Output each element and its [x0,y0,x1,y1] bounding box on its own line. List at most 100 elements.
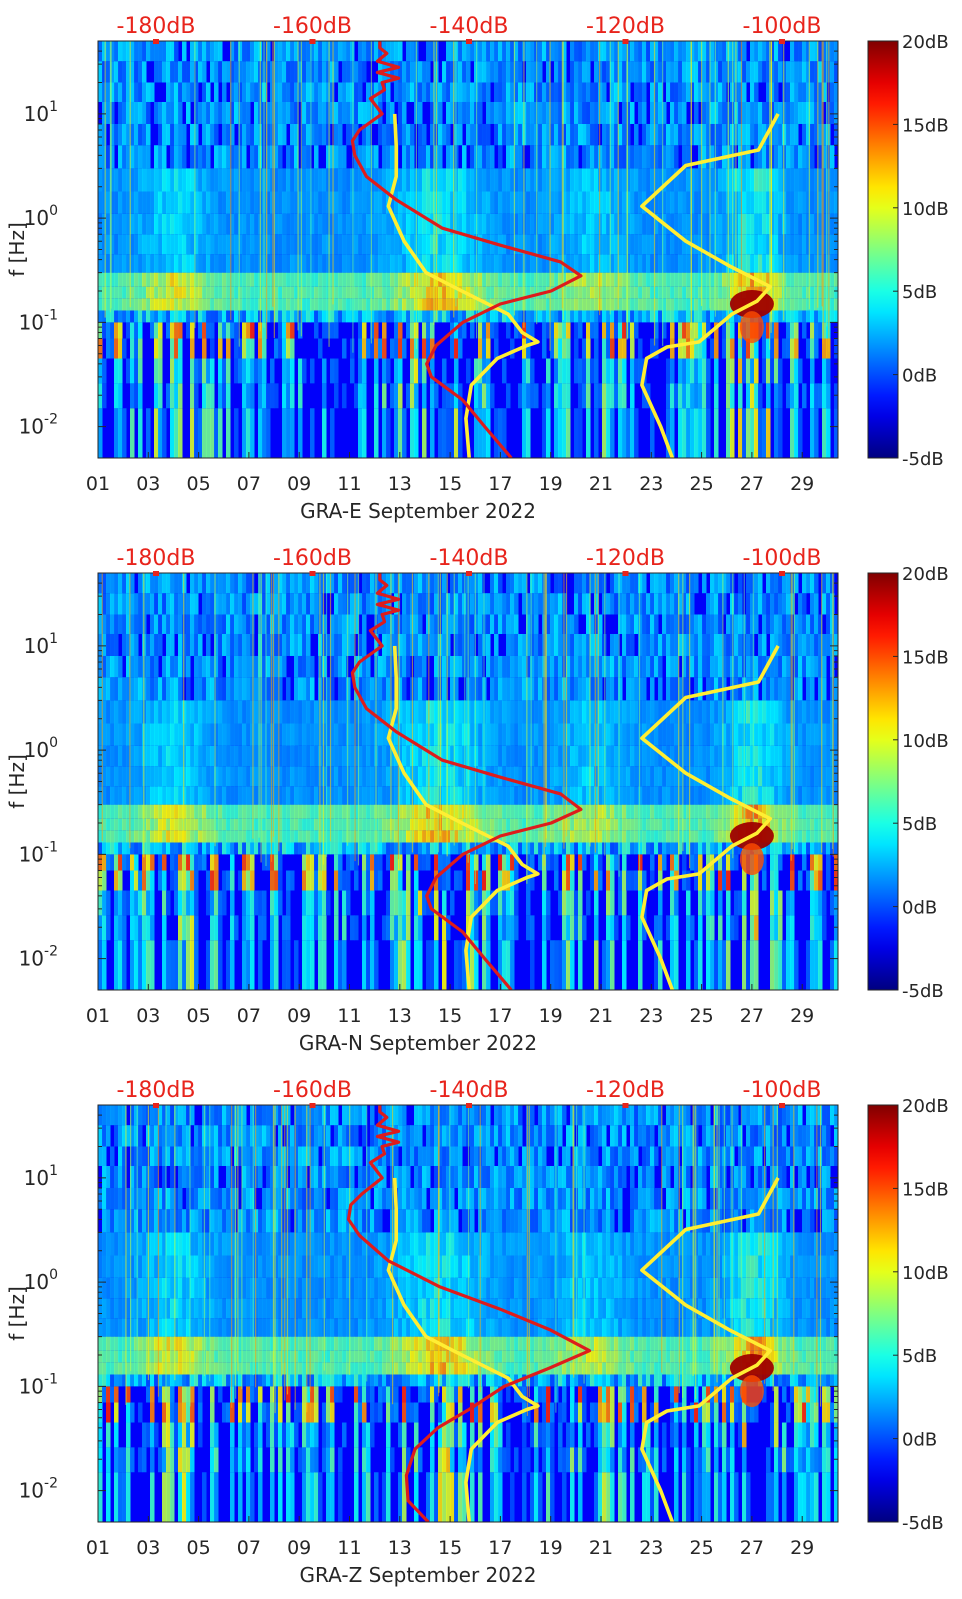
x-tick-label: 11 [337,1537,361,1559]
x-tick-label: 13 [388,1005,412,1027]
colorbar: 20dB 15dB 10dB 5dB 0dB -5dB [867,32,949,470]
x-tick-label: 05 [187,1005,211,1027]
x-tick-label: 23 [639,1005,663,1027]
colorbar-tick-label: 0dB [902,1430,937,1451]
top-db-tick-label: -140dB [430,14,509,39]
x-tick-label: 01 [86,1537,110,1559]
noise-model-low-curve [386,645,540,990]
colorbar-tick-label: 0dB [902,898,937,919]
top-db-tick-label: -120dB [586,546,665,571]
x-tick-label: 01 [86,473,110,495]
x-tick-label: 17 [488,1537,512,1559]
colorbar-tick-label: 15dB [902,1179,949,1200]
colorbar-tick-label: 0dB [902,366,937,387]
x-tick-label: 25 [690,1537,714,1559]
x-tick-label: 17 [488,1005,512,1027]
x-tick-label: 19 [539,1005,563,1027]
colorbar-tick-label: 15dB [902,115,949,136]
spectrogram-panel-gra-n: 01 03 05 07 09 11 13 15 17 19 21 23 25 27 29 GRA-N Sept… [5,546,949,1055]
x-tick-label: 25 [690,1005,714,1027]
colorbar-tick-label: -5dB [902,981,944,1002]
x-tick-label: 13 [388,1537,412,1559]
top-db-tick-label: -100dB [743,1078,822,1103]
x-tick-label: 23 [639,1537,663,1559]
station-median-curve [350,41,583,458]
x-tick-label: 19 [539,1537,563,1559]
top-db-tick-label: -100dB [743,546,822,571]
top-db-tick-label: -120dB [586,14,665,39]
top-db-tick-label: -140dB [430,1078,509,1103]
top-db-tick-label: -180dB [117,1078,196,1103]
top-db-tick-label: -160dB [273,14,352,39]
x-tick-label: 07 [237,1537,261,1559]
y-axis-label: f [Hz] [5,754,29,809]
x-tick-label: 01 [86,1005,110,1027]
spectrogram-panel-gra-z: 01 03 05 07 09 11 13 15 17 19 21 23 25 27 29 GRA-Z Sept… [5,1078,949,1587]
spectrogram-panel-gra-e: 01 03 05 07 09 11 13 15 17 19 21 23 25 27 29 GRA-E Sept… [5,14,949,523]
spectrogram-heatmap [98,1105,838,1522]
station-median-curve [350,573,583,990]
y-tick-label: 10-2 [19,944,58,971]
x-tick-label: 09 [287,473,311,495]
x-axis-label: GRA-Z September 2022 [300,1563,537,1587]
noise-model-high-curve [640,645,780,990]
colorbar-tick-label: 10dB [902,731,949,752]
x-tick-label: 03 [136,1537,160,1559]
top-db-tick-label: -160dB [273,546,352,571]
x-tick-label: 03 [136,473,160,495]
noise-model-low-curve [386,1177,540,1522]
top-db-tick-label: -180dB [117,14,196,39]
x-axis-label: GRA-E September 2022 [300,499,536,523]
x-tick-label: 27 [740,1005,764,1027]
colorbar-tick-label: 20dB [902,32,949,53]
y-tick-label: 101 [24,631,58,658]
noise-model-high-curve [640,113,780,458]
x-tick-label: 17 [488,473,512,495]
y-tick-label: 10-1 [19,1371,58,1398]
colorbar: 20dB 15dB 10dB 5dB 0dB -5dB [867,1096,949,1534]
x-tick-label: 27 [740,1537,764,1559]
top-db-tick-label: -160dB [273,1078,352,1103]
x-tick-label: 05 [187,473,211,495]
colorbar-tick-label: 15dB [902,647,949,668]
x-tick-label: 21 [589,473,613,495]
x-tick-label: 13 [388,473,412,495]
colorbar-tick-label: -5dB [902,449,944,470]
y-tick-label: 10-1 [19,839,58,866]
x-tick-label: 03 [136,1005,160,1027]
x-tick-label: 29 [790,1537,814,1559]
x-tick-label: 25 [690,473,714,495]
x-tick-label: 21 [589,1005,613,1027]
x-tick-label: 07 [237,1005,261,1027]
x-tick-label: 27 [740,473,764,495]
x-tick-label: 15 [438,1537,462,1559]
y-tick-label: 101 [24,1163,58,1190]
x-tick-label: 15 [438,1005,462,1027]
top-db-tick-label: -100dB [743,14,822,39]
colorbar-tick-label: -5dB [902,1513,944,1534]
noise-model-high-curve [640,1177,780,1522]
x-tick-label: 19 [539,473,563,495]
spectrogram-heatmap [98,41,838,458]
y-tick-label: 10-2 [19,1476,58,1503]
y-tick-label: 10-2 [19,412,58,439]
x-tick-label: 09 [287,1005,311,1027]
noise-model-low-curve [386,113,540,458]
y-tick-label: 10-1 [19,307,58,334]
colorbar-tick-label: 5dB [902,1346,937,1367]
top-db-tick-label: -180dB [117,546,196,571]
y-axis-label: f [Hz] [5,1286,29,1341]
station-median-curve [346,1105,592,1522]
x-tick-label: 09 [287,1537,311,1559]
colorbar-tick-label: 5dB [902,814,937,835]
colorbar: 20dB 15dB 10dB 5dB 0dB -5dB [867,564,949,1002]
x-tick-label: 11 [337,1005,361,1027]
spectrogram-heatmap [98,573,838,990]
colorbar-tick-label: 10dB [902,199,949,220]
x-tick-label: 15 [438,473,462,495]
x-axis-label: GRA-N September 2022 [299,1031,537,1055]
x-tick-label: 21 [589,1537,613,1559]
x-tick-label: 07 [237,473,261,495]
y-axis-label: f [Hz] [5,222,29,277]
